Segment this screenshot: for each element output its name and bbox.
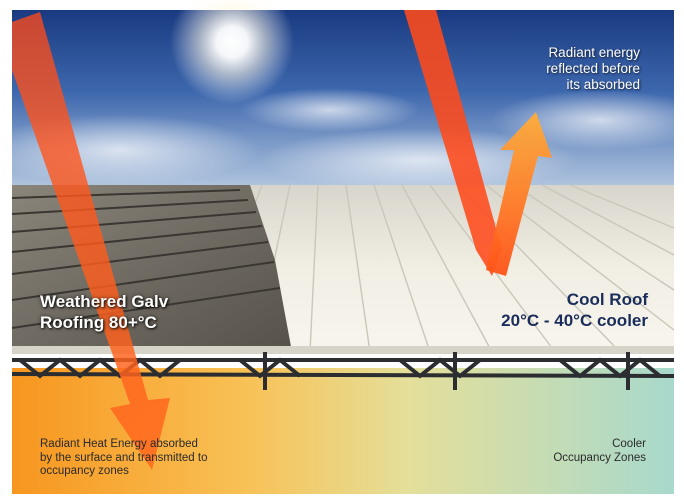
occupancy-zone [12, 368, 674, 494]
absorbed-energy-label: Radiant Heat Energy absorbed by the surf… [40, 438, 207, 479]
cool-roof-line-2: 20°C - 40°C cooler [501, 311, 648, 330]
reflected-radiation-arrow [486, 112, 552, 276]
cloud [260, 128, 580, 192]
reflected-line-2: reflected before [546, 61, 640, 76]
incoming-radiation-arrow [404, 10, 502, 276]
reflected-energy-label: Radiant energy reflected before its abso… [480, 45, 640, 93]
weathered-ribs [11, 189, 281, 329]
cool-roof-label: Cool Roof 20°C - 40°C cooler [420, 289, 648, 331]
reflected-line-1: Radiant energy [548, 45, 640, 60]
absorbed-line-2: by the surface and transmitted to [40, 451, 208, 464]
absorbed-heat-arrow [12, 12, 170, 470]
reflected-line-3: its absorbed [566, 77, 640, 92]
cool-roof-line-1: Cool Roof [566, 290, 648, 309]
cloud [240, 88, 420, 132]
sun [170, 0, 294, 104]
cooler-line-2: Occupancy Zones [553, 451, 646, 464]
cooler-zones-label: Cooler Occupancy Zones [480, 438, 646, 465]
absorbed-line-1: Radiant Heat Energy absorbed [40, 438, 198, 450]
absorbed-line-3: occupancy zones [40, 465, 129, 477]
roof-edge [12, 346, 674, 354]
galv-line-1: Weathered Galv [40, 292, 169, 311]
cooler-line-1: Cooler [612, 438, 646, 450]
galv-line-2: Roofing 80+°C [40, 313, 157, 332]
galv-roofing-label: Weathered Galv Roofing 80+°C [40, 291, 168, 333]
